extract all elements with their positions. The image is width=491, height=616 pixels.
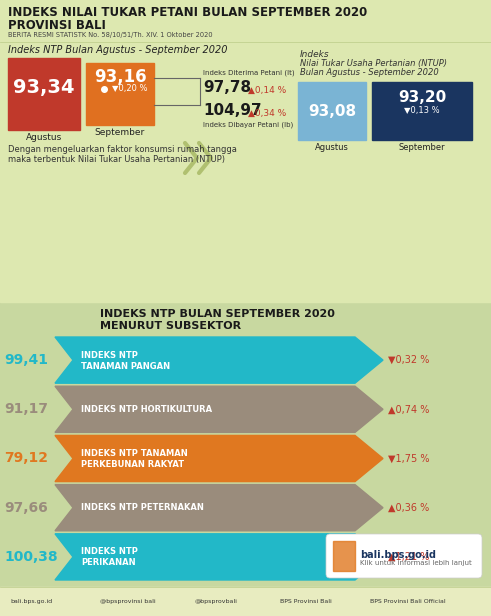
Text: Indeks Dibayar Petani (Ib): Indeks Dibayar Petani (Ib) bbox=[203, 121, 293, 128]
Text: 99,41: 99,41 bbox=[4, 353, 48, 367]
Text: 79,12: 79,12 bbox=[4, 452, 48, 466]
Text: BPS Provinsi Bali Official: BPS Provinsi Bali Official bbox=[370, 599, 446, 604]
Bar bbox=[86, 63, 154, 125]
Bar bbox=[333, 541, 355, 571]
Text: ▼0,20 %: ▼0,20 % bbox=[112, 84, 147, 94]
Text: 104,97: 104,97 bbox=[203, 103, 262, 118]
Bar bbox=[372, 82, 472, 140]
Text: Indeks Diterima Petani (It): Indeks Diterima Petani (It) bbox=[203, 70, 295, 76]
Text: bali.bps.go.id: bali.bps.go.id bbox=[360, 550, 436, 560]
Bar bbox=[0, 0, 491, 302]
Text: Nilai Tukar Usaha Pertanian (NTUP): Nilai Tukar Usaha Pertanian (NTUP) bbox=[300, 59, 447, 68]
Text: INDEKS NTP BULAN SEPTEMBER 2020: INDEKS NTP BULAN SEPTEMBER 2020 bbox=[100, 309, 335, 319]
Text: 93,16: 93,16 bbox=[94, 68, 146, 86]
Text: Agustus: Agustus bbox=[26, 133, 62, 142]
Text: MENURUT SUBSEKTOR: MENURUT SUBSEKTOR bbox=[100, 321, 241, 331]
Text: 100,38: 100,38 bbox=[4, 550, 57, 564]
Text: ▲0,34 %: ▲0,34 % bbox=[248, 109, 286, 118]
Polygon shape bbox=[55, 485, 383, 531]
Text: 91,17: 91,17 bbox=[4, 402, 48, 416]
Text: INDEKS NTP: INDEKS NTP bbox=[81, 351, 138, 360]
Text: ▲1,21 %: ▲1,21 % bbox=[388, 552, 429, 562]
Text: BPS Provinsi Bali: BPS Provinsi Bali bbox=[280, 599, 332, 604]
Text: maka terbentuk Nilai Tukar Usaha Pertanian (NTUP): maka terbentuk Nilai Tukar Usaha Pertani… bbox=[8, 155, 225, 164]
Text: 93,34: 93,34 bbox=[13, 78, 75, 97]
Text: Klik untuk informasi lebih lanjut: Klik untuk informasi lebih lanjut bbox=[360, 560, 472, 566]
Text: September: September bbox=[399, 143, 445, 152]
Text: INDEKS NTP PETERNAKAN: INDEKS NTP PETERNAKAN bbox=[81, 503, 204, 512]
Text: Indeks: Indeks bbox=[300, 50, 329, 59]
Text: @bpsprovinsi bali: @bpsprovinsi bali bbox=[100, 599, 156, 604]
Text: 93,20: 93,20 bbox=[398, 91, 446, 105]
Text: PERKEBUNAN RAKYAT: PERKEBUNAN RAKYAT bbox=[81, 460, 184, 469]
Polygon shape bbox=[55, 386, 383, 432]
Bar bbox=[0, 587, 491, 616]
Text: PROVINSI BALI: PROVINSI BALI bbox=[8, 19, 106, 32]
Text: 97,78: 97,78 bbox=[203, 80, 251, 95]
Text: Indeks NTP Bulan Agustus - September 2020: Indeks NTP Bulan Agustus - September 202… bbox=[8, 45, 227, 55]
Text: ▼1,75 %: ▼1,75 % bbox=[388, 453, 430, 463]
Polygon shape bbox=[55, 534, 383, 580]
Text: 93,08: 93,08 bbox=[308, 103, 356, 118]
Text: BERITA RESMI STATISTK No. 58/10/51/Th. XIV. 1 Oktober 2020: BERITA RESMI STATISTK No. 58/10/51/Th. X… bbox=[8, 32, 213, 38]
Text: bali.bps.go.id: bali.bps.go.id bbox=[10, 599, 52, 604]
Text: Bulan Agustus - September 2020: Bulan Agustus - September 2020 bbox=[300, 68, 439, 77]
Text: PERIKANAN: PERIKANAN bbox=[81, 558, 136, 567]
Text: INDEKS NTP TANAMAN: INDEKS NTP TANAMAN bbox=[81, 449, 188, 458]
Text: 97,66: 97,66 bbox=[4, 501, 48, 515]
Text: @bpsprovbali: @bpsprovbali bbox=[195, 599, 238, 604]
Text: ▲0,74 %: ▲0,74 % bbox=[388, 404, 429, 415]
FancyBboxPatch shape bbox=[326, 534, 482, 578]
Text: ▲0,14 %: ▲0,14 % bbox=[248, 86, 286, 95]
Text: ▼0,13 %: ▼0,13 % bbox=[404, 105, 439, 115]
Bar bbox=[298, 82, 366, 140]
Text: INDEKS NILAI TUKAR PETANI BULAN SEPTEMBER 2020: INDEKS NILAI TUKAR PETANI BULAN SEPTEMBE… bbox=[8, 6, 367, 19]
Text: ▲0,36 %: ▲0,36 % bbox=[388, 503, 429, 513]
Polygon shape bbox=[55, 337, 383, 383]
Text: September: September bbox=[95, 128, 145, 137]
Polygon shape bbox=[55, 436, 383, 482]
Text: ▼0,32 %: ▼0,32 % bbox=[388, 355, 429, 365]
Bar bbox=[8, 58, 80, 130]
Text: Dengan mengeluarkan faktor konsumsi rumah tangga: Dengan mengeluarkan faktor konsumsi ruma… bbox=[8, 145, 237, 154]
Text: INDEKS NTP: INDEKS NTP bbox=[81, 548, 138, 556]
Text: INDEKS NTP HORTIKULTURA: INDEKS NTP HORTIKULTURA bbox=[81, 405, 212, 414]
Text: TANAMAN PANGAN: TANAMAN PANGAN bbox=[81, 362, 170, 371]
Text: Agustus: Agustus bbox=[315, 143, 349, 152]
